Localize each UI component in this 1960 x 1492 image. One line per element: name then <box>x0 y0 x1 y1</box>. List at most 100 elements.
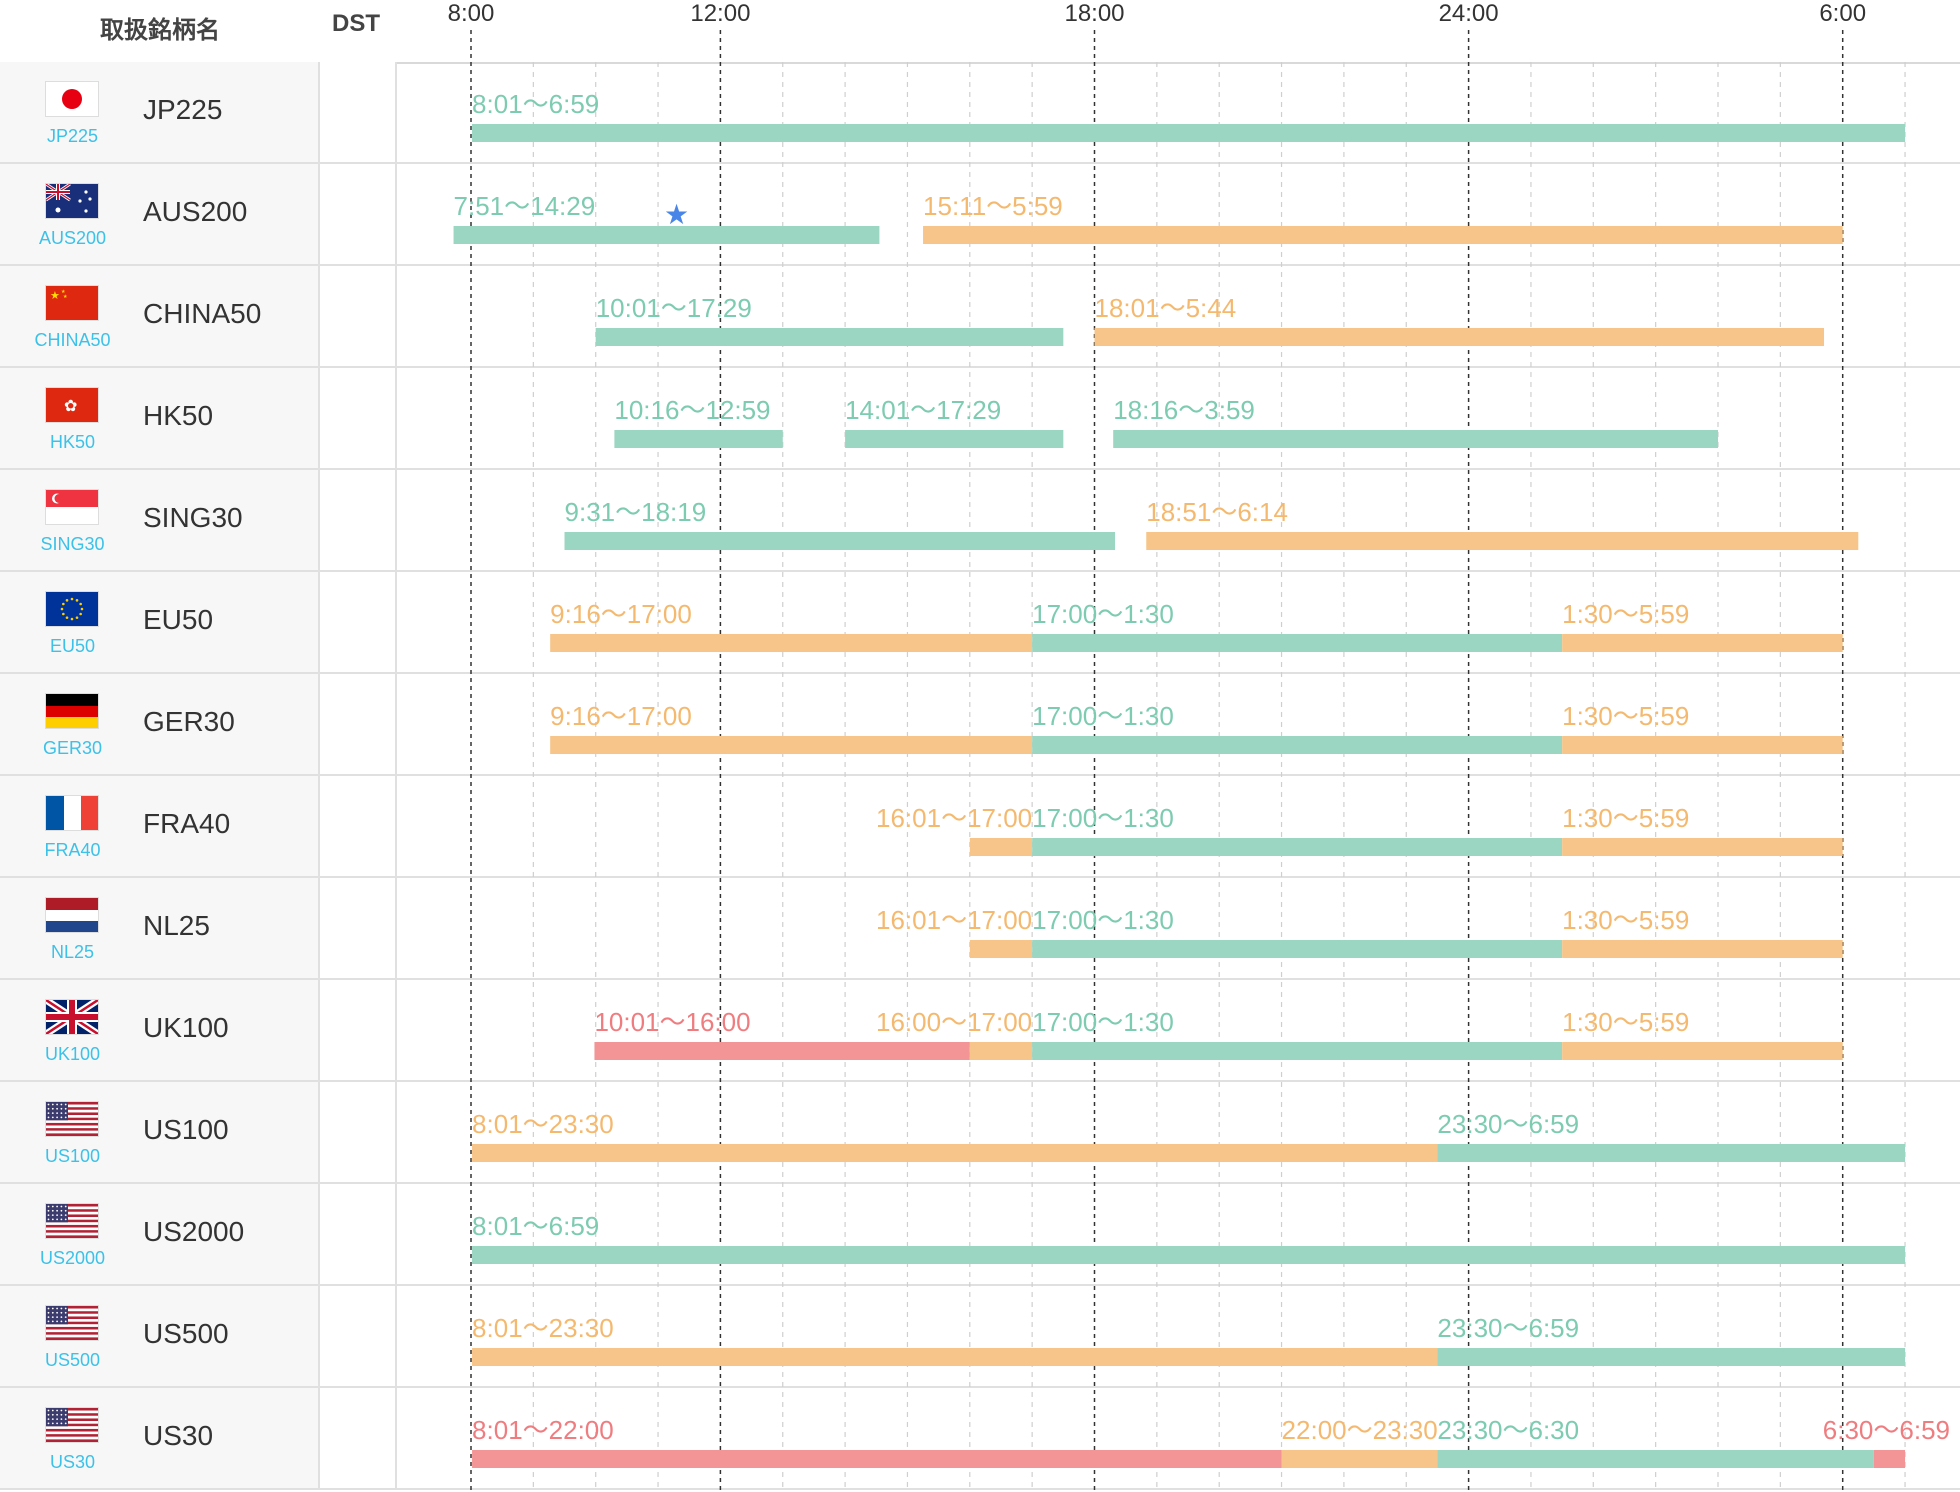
instrument-code: EU50 <box>49 636 96 656</box>
svg-text:✿: ✿ <box>64 396 77 415</box>
instrument-row: ✿ HK50 HK50 <box>0 368 1960 470</box>
instrument-name: US500 <box>143 1318 229 1349</box>
instrument-name: AUS200 <box>143 196 248 227</box>
eu-flag-icon <box>46 592 98 626</box>
session-bar <box>614 430 783 448</box>
session-label: 10:16〜12:59 <box>614 395 771 425</box>
instrument-cell: US30 US30 <box>0 1388 320 1488</box>
session-label: 6:30〜6:59 <box>1822 1415 1950 1445</box>
dst-cell <box>320 674 397 774</box>
instrument-row: US30 US30 <box>0 1388 1960 1490</box>
instrument-code: JP225 <box>46 126 99 146</box>
session-bar <box>969 940 1033 958</box>
session-bar <box>1562 940 1843 958</box>
session-bar <box>923 226 1843 244</box>
session-label: 9:31〜18:19 <box>564 497 707 527</box>
session-label: 16:01〜17:00 <box>876 905 1033 935</box>
time-tick-label: 24:00 <box>1438 0 1499 27</box>
session-label: 8:01〜22:00 <box>472 1415 614 1445</box>
instrument-row: ★ ★ ★ CHINA50 CHINA50 <box>0 266 1960 368</box>
instrument-cell: US500 US500 <box>0 1286 320 1386</box>
dst-cell <box>320 1184 397 1284</box>
session-bar <box>594 1042 970 1060</box>
session-bar <box>969 1042 1033 1060</box>
session-bar <box>472 1246 1906 1264</box>
session-label: 16:00〜17:00 <box>876 1007 1033 1037</box>
instrument-name: CHINA50 <box>143 298 262 329</box>
us-flag-icon <box>46 1102 98 1136</box>
instrument-row: US2000 US2000 <box>0 1184 1960 1286</box>
instrument-row: US100 US100 <box>0 1082 1960 1184</box>
cn-flag-icon: ★ ★ ★ <box>46 286 98 320</box>
session-label: 8:01〜23:30 <box>472 1313 614 1343</box>
instrument-cell: UK100 UK100 <box>0 980 320 1080</box>
session-bar <box>1113 430 1718 448</box>
instrument-code: HK50 <box>49 432 96 452</box>
session-bar <box>1281 1450 1438 1468</box>
instrument-code: SING30 <box>40 534 105 554</box>
instrument-code: NL25 <box>50 942 95 962</box>
dst-cell <box>320 470 397 570</box>
session-bar <box>1032 1042 1563 1060</box>
instrument-code: US30 <box>49 1452 96 1472</box>
time-tick-label: 12:00 <box>690 0 751 27</box>
session-bar <box>1562 1042 1843 1060</box>
instrument-cell: AUS200 AUS200 <box>0 164 320 264</box>
session-bar <box>1146 532 1859 550</box>
instrument-name: SING30 <box>143 502 243 533</box>
instrument-name: US100 <box>143 1114 229 1145</box>
instrument-row: EU50 EU50 <box>0 572 1960 674</box>
dst-cell <box>320 980 397 1080</box>
us-flag-icon <box>46 1204 98 1238</box>
svg-text:★: ★ <box>61 289 66 295</box>
instrument-code: AUS200 <box>38 228 107 248</box>
instrument-code: FRA40 <box>44 840 101 860</box>
fr-flag-icon <box>46 796 98 830</box>
session-label: 17:00〜1:30 <box>1032 701 1174 731</box>
de-flag-icon <box>46 694 98 728</box>
session-label: 17:00〜1:30 <box>1032 1007 1174 1037</box>
session-bar <box>472 124 1906 142</box>
session-label: 16:01〜17:00 <box>876 803 1033 833</box>
session-label: 23:30〜6:30 <box>1437 1415 1580 1445</box>
instrument-code: CHINA50 <box>34 330 111 350</box>
instrument-cell: EU50 EU50 <box>0 572 320 672</box>
dst-cell: ★ <box>320 164 689 264</box>
instrument-code: US500 <box>44 1350 101 1370</box>
dst-cell <box>320 1082 397 1182</box>
session-label: 15:11〜5:59 <box>923 191 1063 221</box>
instrument-name: UK100 <box>143 1012 229 1043</box>
instrument-cell: GER30 GER30 <box>0 674 320 774</box>
session-label: 10:01〜16:00 <box>594 1007 751 1037</box>
instrument-row: GER30 GER30 <box>0 674 1960 776</box>
instrument-cell: US100 US100 <box>0 1082 320 1182</box>
instrument-name: JP225 <box>143 94 223 125</box>
svg-text:★: ★ <box>63 294 68 300</box>
time-tick-label: 8:00 <box>447 0 495 27</box>
session-label: 22:00〜23:30 <box>1281 1415 1438 1445</box>
instrument-row: UK100 UK100 <box>0 980 1960 1082</box>
session-bar <box>1032 838 1563 856</box>
header-dst-column: DST <box>332 10 380 37</box>
session-label: 7:51〜14:29 <box>453 191 596 221</box>
instrument-name: US2000 <box>143 1216 245 1247</box>
session-bar <box>1032 940 1563 958</box>
session-bar <box>550 634 1033 652</box>
session-bar <box>595 328 1064 346</box>
dst-cell <box>320 776 397 876</box>
session-label: 17:00〜1:30 <box>1032 803 1174 833</box>
hk-flag-icon: ✿ <box>46 388 98 422</box>
session-bar <box>472 1144 1438 1162</box>
dst-cell <box>320 1388 397 1488</box>
session-label: 1:30〜5:59 <box>1562 803 1690 833</box>
instrument-row: SING30 SING30 <box>0 470 1960 572</box>
session-bar <box>1437 1348 1906 1366</box>
instrument-row: JP225 JP225 <box>0 62 1960 164</box>
instrument-row: US500 US500 <box>0 1286 1960 1388</box>
session-label: 1:30〜5:59 <box>1562 701 1690 731</box>
session-label: 1:30〜5:59 <box>1562 599 1690 629</box>
dst-cell <box>320 572 397 672</box>
chart-header: 取扱銘柄名 DST 8:00 12:00 18:00 24:00 6:00 <box>0 0 1960 64</box>
instrument-code: US100 <box>44 1146 101 1166</box>
